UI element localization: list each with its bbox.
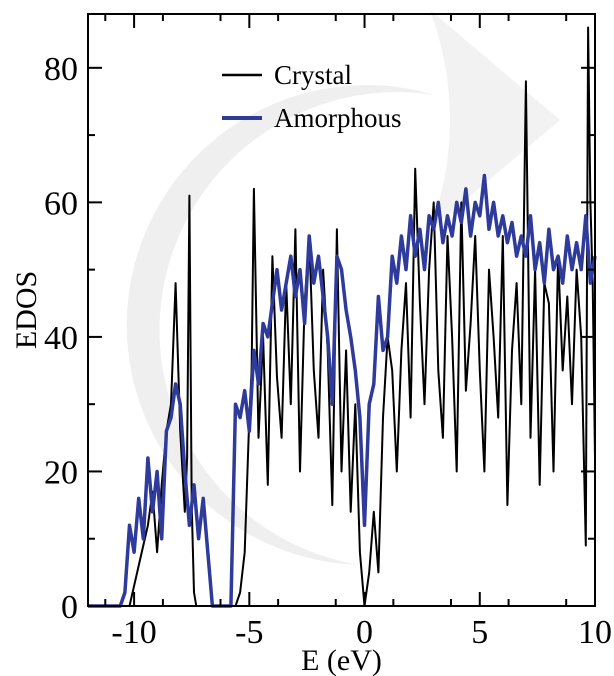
y-tick-label: 0 [61,589,78,626]
y-tick-label: 80 [44,51,78,88]
legend-label-crystal: Crystal [274,60,352,90]
legend-label-amorphous: Amorphous [274,103,402,133]
x-tick-label: -10 [111,614,156,651]
watermark-logo [126,10,560,565]
x-tick-label: 5 [471,614,488,651]
x-axis-title: E (eV) [301,644,382,676]
axis-ticks [88,14,596,607]
y-tick-label: 60 [44,185,78,222]
y-axis-title: EDOS [10,271,43,349]
y-tick-labels: 0 20 40 60 80 [44,51,78,626]
series-line-amorphous [88,173,597,608]
x-tick-label: -5 [235,614,263,651]
x-tick-label: 0 [356,614,373,651]
y-tick-label: 40 [44,320,78,357]
y-tick-label: 20 [44,454,78,491]
plot-frame [87,13,596,607]
x-tick-label: 10 [578,614,612,651]
series-layer [88,26,597,608]
legend: Crystal Amorphous [222,60,402,133]
watermark-swoosh [430,10,560,230]
x-tick-labels: -10 -5 0 5 10 [111,614,612,651]
plot-area [87,13,597,608]
